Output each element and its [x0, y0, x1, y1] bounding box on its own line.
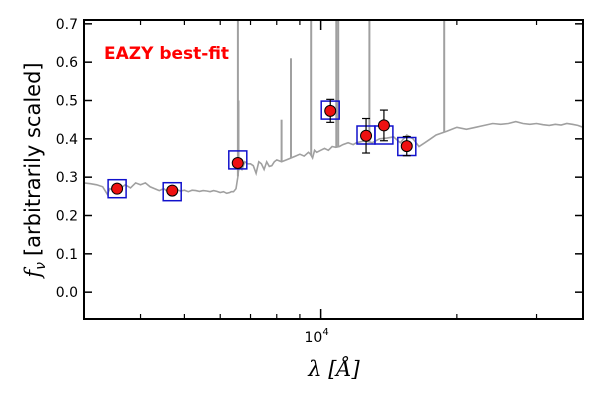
annotation-label: EAZY best-fit: [104, 44, 229, 64]
data-point: [400, 140, 413, 153]
y-tick-label: 0.7: [56, 17, 78, 33]
x-tick-label: 104: [305, 327, 329, 346]
plot-area: [83, 20, 584, 202]
model-box: [107, 178, 127, 199]
data-point: [324, 104, 337, 117]
data-point: [166, 184, 179, 197]
x-tick-label-base: 10: [305, 330, 323, 346]
axes-frame: [83, 19, 584, 320]
y-tick-label: 0.4: [56, 132, 78, 148]
data-point: [377, 119, 390, 132]
y-tick-label: 0.6: [56, 55, 78, 71]
svg-text:fν[arbitrarily scaled]: fν [arbitrarily scaled]: [21, 62, 49, 279]
template-spectrum-line: [83, 120, 584, 197]
x-tick-label-exponent: 4: [322, 327, 328, 338]
x-axis-label: λ [Å]: [307, 356, 360, 381]
data-point: [111, 182, 124, 195]
ylabel-text: [arbitrarily scaled]: [21, 62, 45, 256]
ylabel-subscript: ν: [33, 262, 49, 270]
data-point: [360, 129, 373, 142]
y-tick-label: 0.1: [56, 247, 78, 263]
ylabel-symbol: f: [21, 267, 45, 280]
axis-ticks: 0.0 0.1 0.2 0.3 0.4 0.5 0.6 0.7 104: [56, 17, 583, 346]
y-axis-label: fν [arbitrarily scaled]: [21, 62, 49, 279]
y-tick-label: 0.0: [56, 285, 78, 301]
y-tick-label: 0.2: [56, 209, 78, 225]
y-tick-label: 0.3: [56, 170, 78, 186]
y-tick-label: 0.5: [56, 94, 78, 110]
model-box: [162, 181, 182, 202]
data-point: [231, 156, 244, 169]
